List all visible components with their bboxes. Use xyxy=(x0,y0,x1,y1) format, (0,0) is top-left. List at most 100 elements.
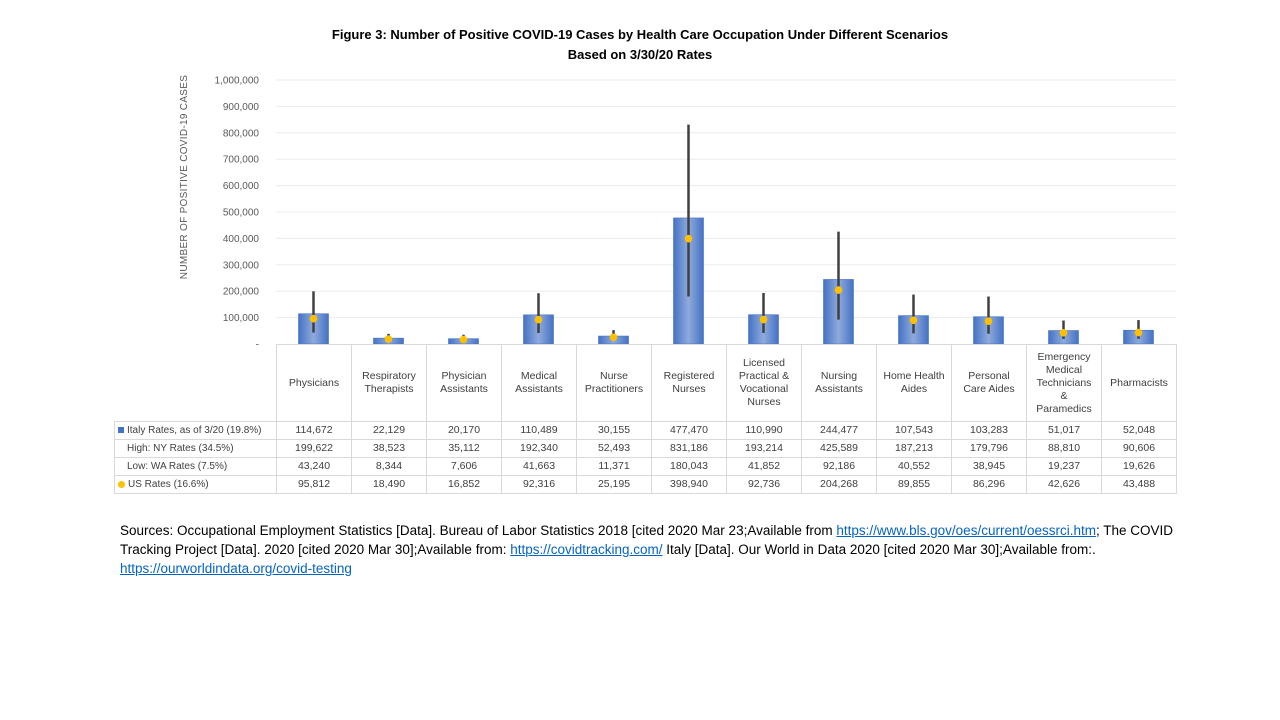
category-label: Respiratory Therapists xyxy=(351,344,427,422)
category-label-line: & xyxy=(1060,389,1068,402)
data-cell: 103,283 xyxy=(951,421,1027,440)
data-cell: 86,296 xyxy=(951,475,1027,494)
data-cell: 90,606 xyxy=(1101,439,1177,458)
chart-plot-area: - 100,000 200,000 300,000 400,000 500,000 600,… xyxy=(179,75,1176,346)
category-label-line: Medical xyxy=(1045,363,1083,376)
sources-text-2: ; The COVID Tracking Project [Data]. 202… xyxy=(120,523,1174,557)
series-name: Italy Rates, as of 3/20 (19.8%) xyxy=(127,425,262,436)
category-label: Medical Assistants xyxy=(501,344,577,422)
legend-dot-key xyxy=(118,480,125,488)
data-cell: 41,663 xyxy=(501,457,577,476)
table-row: Low: WA Rates (7.5%) 43,240 8,344 7,606 41,6… xyxy=(114,457,1177,476)
category-label: Physician Assistants xyxy=(426,344,502,422)
category-label-line: Physician xyxy=(441,370,487,382)
series-name: High: NY Rates (34.5%) xyxy=(127,443,234,454)
data-cell: 192,340 xyxy=(501,439,577,458)
data-cell: 52,048 xyxy=(1101,421,1177,440)
category-label-line: Licensed xyxy=(742,357,786,369)
data-cell: 179,796 xyxy=(951,439,1027,458)
dot-us-rate xyxy=(684,234,693,243)
data-cell: 41,852 xyxy=(726,457,802,476)
category-label: Registered Nurses xyxy=(651,344,727,422)
category-label-line: Therapists xyxy=(364,383,414,395)
dot-us-rate xyxy=(759,315,768,324)
category-label-line: Emergency xyxy=(1037,350,1091,363)
data-cell: 51,017 xyxy=(1026,421,1102,440)
category-label-line: Nurse xyxy=(599,370,628,382)
y-tick-label: 100,000 xyxy=(223,313,260,324)
data-cell: 19,626 xyxy=(1101,457,1177,476)
category-label-line: Respiratory xyxy=(362,370,416,382)
data-cell: 92,316 xyxy=(501,475,577,494)
y-tick-label: 1,000,000 xyxy=(215,76,260,87)
y-tick-label: 700,000 xyxy=(223,155,260,166)
category-label-line: Practitioners xyxy=(584,383,644,395)
y-tick-label: 300,000 xyxy=(223,260,260,271)
data-cell: 18,490 xyxy=(351,475,427,494)
data-cell: 35,112 xyxy=(426,439,502,458)
data-cell: 110,990 xyxy=(726,421,802,440)
data-cell: 38,945 xyxy=(951,457,1027,476)
category-label: Emergency Medical Technicians & Paramedics xyxy=(1026,344,1102,422)
sources-text-3: Italy [Data]. Our World in Data 2020 [ci… xyxy=(662,542,1096,557)
dot-us-rate xyxy=(459,335,468,344)
category-label-line: Assistants xyxy=(515,383,563,395)
data-cell: 30,155 xyxy=(576,421,652,440)
data-cell: 95,812 xyxy=(276,475,352,494)
series-name: US Rates (16.6%) xyxy=(128,479,209,490)
series-legend-label: High: NY Rates (34.5%) xyxy=(114,439,277,458)
ourworldindata-link[interactable]: https://ourworldindata.org/covid-testing xyxy=(120,561,352,576)
chart-title-line-1: Figure 3: Number of Positive COVID-19 Ca… xyxy=(331,27,949,42)
category-label: Licensed Practical & Vocational Nurses xyxy=(726,344,802,422)
data-cell: 19,237 xyxy=(1026,457,1102,476)
data-cell: 193,214 xyxy=(726,439,802,458)
data-cell: 16,852 xyxy=(426,475,502,494)
y-tick-label: 800,000 xyxy=(223,128,260,139)
y-tick-label: 500,000 xyxy=(223,208,260,219)
data-cell: 43,488 xyxy=(1101,475,1177,494)
data-cell: 110,489 xyxy=(501,421,577,440)
series-name: Low: WA Rates (7.5%) xyxy=(127,461,228,472)
category-label-line: Physicians xyxy=(288,376,340,389)
data-cell: 88,810 xyxy=(1026,439,1102,458)
dot-us-rate xyxy=(609,333,618,342)
data-cell: 204,268 xyxy=(801,475,877,494)
data-cell: 38,523 xyxy=(351,439,427,458)
dot-us-rate xyxy=(384,335,393,343)
category-label: Nursing Assistants xyxy=(801,344,877,422)
data-cell: 244,477 xyxy=(801,421,877,440)
data-cell: 11,371 xyxy=(576,457,652,476)
category-label-line: Assistants xyxy=(440,383,488,395)
table-row: High: NY Rates (34.5%) 199,622 38,523 35,11… xyxy=(114,439,1177,458)
category-label-line: Nursing xyxy=(820,370,858,382)
data-table: Physicians Respiratory Therapists Physician… xyxy=(114,344,1177,494)
covidtracking-link[interactable]: https://covidtracking.com/ xyxy=(510,542,663,557)
data-cell: 199,622 xyxy=(276,439,352,458)
category-label-line: Pharmacists xyxy=(1110,376,1168,389)
dot-us-rate xyxy=(309,314,318,323)
y-axis-label: NUMBER OF POSITIVE COVID-19 CASES xyxy=(179,75,190,279)
category-label-line: Technicians xyxy=(1036,376,1092,389)
y-tick-label: - xyxy=(256,340,259,346)
category-label-line: Care Aides xyxy=(963,383,1015,395)
bls-link[interactable]: https://www.bls.gov/oes/current/oessrci.… xyxy=(836,523,1096,538)
category-label-line: Personal xyxy=(968,370,1010,382)
data-cell: 114,672 xyxy=(276,421,352,440)
chart-title-line-2: Based on 3/30/20 Rates xyxy=(567,47,713,62)
category-label: Home Health Aides xyxy=(876,344,952,422)
data-cell: 477,470 xyxy=(651,421,727,440)
category-label-line: Practical & xyxy=(738,370,790,382)
dot-us-rate xyxy=(534,315,543,324)
y-tick-label: 200,000 xyxy=(223,287,260,298)
category-label: Pharmacists xyxy=(1101,344,1177,422)
data-cell: 89,855 xyxy=(876,475,952,494)
category-label-line: Nurses xyxy=(672,383,706,395)
series-legend-label: Italy Rates, as of 3/20 (19.8%) xyxy=(114,421,277,440)
dot-us-rate xyxy=(909,316,918,325)
table-row: US Rates (16.6%) 95,812 18,490 16,852 92,316… xyxy=(114,475,1177,494)
dot-us-rate xyxy=(1134,328,1143,337)
category-label-line: Nurses xyxy=(747,396,781,408)
data-cell: 7,606 xyxy=(426,457,502,476)
y-tick-label: 600,000 xyxy=(223,181,260,192)
sources-text-1: Sources: Occupational Employment Statist… xyxy=(120,523,837,538)
